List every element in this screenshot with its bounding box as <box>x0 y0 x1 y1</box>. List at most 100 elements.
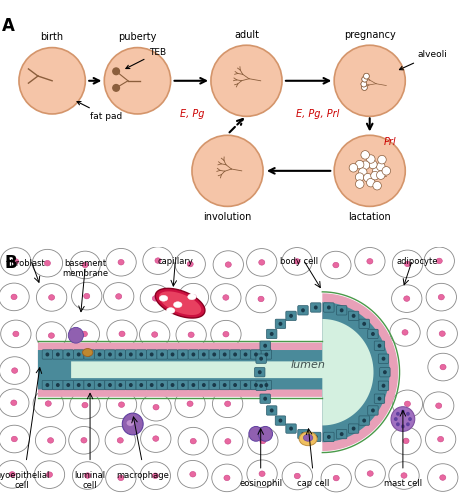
Ellipse shape <box>294 473 301 479</box>
Ellipse shape <box>87 352 91 356</box>
Text: cap cell: cap cell <box>297 479 329 488</box>
Ellipse shape <box>191 352 195 356</box>
Polygon shape <box>159 291 201 315</box>
FancyBboxPatch shape <box>337 306 347 315</box>
Ellipse shape <box>82 262 88 268</box>
Ellipse shape <box>321 251 351 279</box>
Ellipse shape <box>160 383 164 387</box>
Ellipse shape <box>270 332 273 336</box>
Circle shape <box>362 85 367 90</box>
Ellipse shape <box>233 383 237 387</box>
Polygon shape <box>38 293 398 451</box>
Ellipse shape <box>84 473 91 478</box>
Ellipse shape <box>223 331 229 337</box>
FancyBboxPatch shape <box>275 319 286 328</box>
Ellipse shape <box>171 352 174 356</box>
Ellipse shape <box>0 283 29 311</box>
Ellipse shape <box>392 390 423 418</box>
Text: adult: adult <box>234 30 259 39</box>
Ellipse shape <box>0 357 30 385</box>
Text: Prl: Prl <box>384 138 397 147</box>
FancyBboxPatch shape <box>73 350 84 359</box>
Ellipse shape <box>36 426 66 454</box>
Ellipse shape <box>279 322 283 326</box>
Ellipse shape <box>106 391 137 419</box>
Ellipse shape <box>436 403 442 409</box>
Ellipse shape <box>426 283 456 311</box>
Ellipse shape <box>46 352 49 356</box>
Text: involution: involution <box>203 212 252 222</box>
Ellipse shape <box>140 462 171 490</box>
FancyBboxPatch shape <box>310 432 321 442</box>
FancyBboxPatch shape <box>324 303 334 312</box>
Ellipse shape <box>264 352 268 356</box>
Ellipse shape <box>46 383 49 387</box>
Ellipse shape <box>69 320 100 348</box>
Ellipse shape <box>301 308 305 313</box>
Ellipse shape <box>340 308 344 313</box>
Ellipse shape <box>389 462 419 490</box>
Ellipse shape <box>153 436 159 441</box>
FancyBboxPatch shape <box>188 350 199 359</box>
Ellipse shape <box>299 432 317 446</box>
Circle shape <box>369 160 377 169</box>
Text: eosinophil: eosinophil <box>239 479 282 488</box>
Ellipse shape <box>45 260 50 266</box>
Ellipse shape <box>426 425 456 453</box>
FancyBboxPatch shape <box>286 424 296 433</box>
FancyBboxPatch shape <box>167 381 178 389</box>
Ellipse shape <box>263 344 267 348</box>
Polygon shape <box>155 288 205 318</box>
Ellipse shape <box>32 249 63 277</box>
Ellipse shape <box>378 344 382 348</box>
FancyBboxPatch shape <box>115 350 126 359</box>
Ellipse shape <box>303 434 313 441</box>
Circle shape <box>361 81 367 87</box>
Ellipse shape <box>70 251 100 279</box>
Ellipse shape <box>107 320 137 348</box>
Circle shape <box>356 173 364 181</box>
Ellipse shape <box>98 383 101 387</box>
Ellipse shape <box>212 390 243 418</box>
Circle shape <box>361 151 369 159</box>
FancyBboxPatch shape <box>286 311 296 320</box>
FancyBboxPatch shape <box>324 432 334 442</box>
Circle shape <box>362 85 367 90</box>
Circle shape <box>104 48 171 114</box>
Circle shape <box>366 178 375 187</box>
Ellipse shape <box>176 321 206 349</box>
Ellipse shape <box>289 314 293 318</box>
FancyBboxPatch shape <box>84 350 94 359</box>
Ellipse shape <box>428 464 458 492</box>
Circle shape <box>396 423 400 426</box>
Ellipse shape <box>244 352 247 356</box>
Circle shape <box>376 171 385 179</box>
Ellipse shape <box>129 352 133 356</box>
Circle shape <box>122 413 143 435</box>
Ellipse shape <box>367 258 373 264</box>
Ellipse shape <box>404 401 410 407</box>
Ellipse shape <box>34 461 64 489</box>
Ellipse shape <box>140 284 171 312</box>
Ellipse shape <box>0 460 27 488</box>
Ellipse shape <box>247 460 277 488</box>
Ellipse shape <box>225 262 231 267</box>
Ellipse shape <box>36 322 66 350</box>
Ellipse shape <box>152 332 158 337</box>
FancyBboxPatch shape <box>94 381 105 389</box>
Ellipse shape <box>152 296 158 301</box>
FancyBboxPatch shape <box>126 381 136 389</box>
Ellipse shape <box>314 435 318 439</box>
Circle shape <box>362 76 367 82</box>
Ellipse shape <box>171 383 174 387</box>
Ellipse shape <box>181 383 185 387</box>
Ellipse shape <box>11 400 17 406</box>
Ellipse shape <box>212 464 242 492</box>
FancyBboxPatch shape <box>219 350 230 359</box>
FancyBboxPatch shape <box>53 381 63 389</box>
Ellipse shape <box>404 296 410 301</box>
Ellipse shape <box>69 426 99 454</box>
FancyBboxPatch shape <box>378 354 389 363</box>
Text: luminal
cell: luminal cell <box>74 471 106 490</box>
FancyBboxPatch shape <box>178 381 188 389</box>
